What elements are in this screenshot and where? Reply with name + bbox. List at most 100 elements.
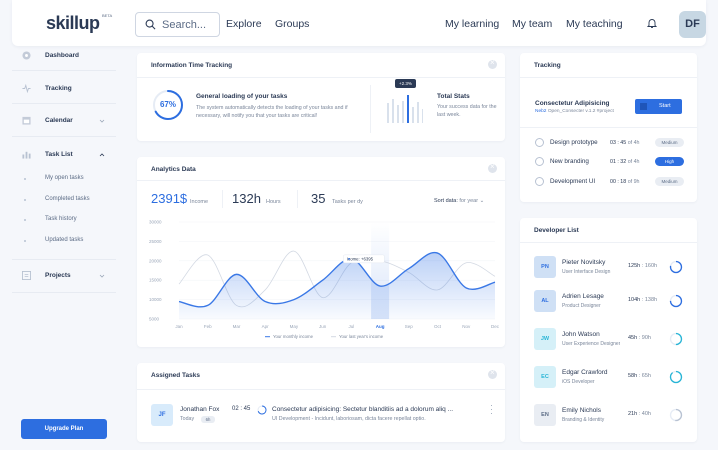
tracking-card: Tracking Consectetur Adipisicing Neb2 Op…	[520, 53, 697, 202]
sort-dropdown[interactable]: Sort data: for year ⌄	[434, 198, 484, 204]
tracking-row[interactable]: Design prototype 03 : 45 of 4h Medium	[535, 136, 685, 150]
close-icon[interactable]	[488, 368, 497, 379]
tracking-sub-text: Open_Consecter v.1.2 #project	[547, 109, 614, 114]
divider	[12, 103, 116, 104]
nav-groups[interactable]: Groups	[275, 18, 310, 30]
sidebar-item-dashboard[interactable]: Dashboard	[12, 46, 116, 68]
sidebar-subitem-open-tasks[interactable]: My open tasks	[12, 172, 116, 186]
developer-name: Adrien Lesage	[562, 293, 604, 300]
start-button[interactable]: Start	[635, 99, 682, 114]
developer-row[interactable]: EN Emily Nichols Branding & Identity 21h : …	[534, 404, 684, 428]
close-icon[interactable]	[488, 58, 497, 69]
bullet-dot	[24, 199, 26, 201]
divider	[520, 242, 697, 243]
x-tick-label: Mar	[233, 324, 241, 329]
task-title[interactable]: Consectetur adipisicing: Sectetur blandi…	[272, 406, 454, 413]
loading-description: The system automatically detects the loa…	[196, 105, 348, 119]
sidebar: Dashboard Tracking Calendar Task List My…	[12, 46, 116, 450]
series-area-income	[179, 252, 495, 319]
priority-badge: Medium	[655, 177, 684, 186]
task-time: 02 : 45	[232, 406, 251, 412]
tracking-tag: Neb2	[535, 109, 547, 114]
total-stats-title: Total Stats	[437, 93, 470, 100]
hours-total: : 65h	[638, 373, 651, 379]
legend-label: Your monthly income	[273, 334, 314, 339]
developer-hours: 58h : 65h	[628, 373, 651, 379]
tracking-row[interactable]: New branding 01 : 32 of 4h High	[535, 155, 685, 169]
search-box[interactable]	[135, 12, 220, 37]
search-input[interactable]	[162, 17, 218, 33]
upgrade-plan-button[interactable]: Upgrade Plan	[21, 419, 107, 439]
developer-avatar: JW	[534, 328, 556, 350]
x-tick-label: Dec	[491, 324, 500, 329]
check-icon[interactable]	[535, 138, 544, 147]
card-title: Developer List	[534, 227, 579, 234]
priority-badge: High	[655, 157, 684, 166]
sidebar-subitem-label: Completed tasks	[45, 196, 90, 202]
bullet-dot	[24, 219, 26, 221]
developer-row[interactable]: JW John Watson User Experience Designer 45h…	[534, 328, 684, 352]
developer-role: User Experience Designer	[562, 341, 620, 347]
assigned-tasks-card: Assigned Tasks JF Jonathan Fox 02 : 45 T…	[137, 363, 505, 442]
loading-progress-ring: 67%	[152, 89, 184, 121]
tracking-row[interactable]: Development UI 00 : 18 of 9h Medium	[535, 175, 685, 189]
y-tick-label: 30000	[149, 220, 162, 225]
close-icon[interactable]	[488, 162, 497, 173]
chevron-up-icon	[99, 153, 105, 157]
tracking-row-time: 00 : 18 of 9h	[610, 179, 639, 185]
nav-my-teaching[interactable]: My teaching	[566, 18, 623, 30]
nav-my-team[interactable]: My team	[512, 18, 553, 30]
tracking-row-name: New branding	[550, 158, 589, 165]
nav-explore[interactable]: Explore	[226, 18, 262, 30]
x-tick-label: Jul	[348, 324, 354, 329]
developer-avatar: EC	[534, 366, 556, 388]
user-avatar[interactable]: DF	[679, 11, 706, 38]
sort-label: Sort data:	[434, 198, 458, 204]
logo[interactable]: skillup BETA	[46, 13, 112, 34]
bell-icon[interactable]	[646, 17, 658, 29]
chevron-down-icon	[99, 274, 105, 278]
card-title: Assigned Tasks	[151, 372, 201, 379]
x-tick-label: May	[290, 324, 299, 329]
sidebar-item-tracking[interactable]: Tracking	[12, 79, 116, 101]
sidebar-item-projects[interactable]: Projects	[12, 266, 116, 288]
hours-value: 125h	[628, 263, 641, 269]
chevron-down-icon	[99, 119, 105, 123]
sidebar-subitem-task-history[interactable]: Task history	[12, 213, 116, 227]
developer-row[interactable]: PN Pieter Novitsky User Interface Design 12…	[534, 256, 684, 280]
developer-list-card: Developer List PN Pieter Novitsky User Int…	[520, 218, 697, 442]
divider	[520, 77, 697, 78]
developer-row[interactable]: AL Adrien Lesage Product Designer 104h : 13…	[534, 290, 684, 314]
more-vertical-icon[interactable]: · · ·	[490, 400, 493, 418]
sidebar-item-task-list[interactable]: Task List	[12, 145, 116, 167]
time-value: 00 : 18	[610, 179, 627, 185]
progress-ring-icon	[669, 332, 683, 346]
tooltip-box	[343, 254, 385, 264]
priority-badge: Medium	[655, 138, 684, 147]
calendar-icon	[22, 116, 31, 125]
check-icon[interactable]	[535, 177, 544, 186]
tracking-icon	[22, 84, 31, 93]
divider	[520, 127, 697, 128]
hours-value: 132h	[232, 191, 261, 206]
loading-percent: 67%	[159, 100, 176, 109]
income-value: 2391$	[151, 191, 188, 206]
card-title: Tracking	[534, 62, 561, 69]
hours-label: Hours	[266, 199, 281, 205]
developer-avatar: EN	[534, 404, 556, 426]
divider	[137, 389, 505, 390]
sidebar-subitem-label: Updated tasks	[45, 237, 84, 243]
assignee-avatar: JF	[151, 404, 173, 426]
play-icon	[640, 103, 647, 110]
nav-my-learning[interactable]: My learning	[445, 18, 500, 30]
sidebar-subitem-completed-tasks[interactable]: Completed tasks	[12, 193, 116, 207]
beta-badge: BETA	[102, 13, 113, 18]
income-label: Income	[190, 199, 209, 205]
y-tick-label: 10000	[149, 297, 162, 302]
developer-row[interactable]: EC Edgar Crawford iOS Developer 58h : 65h	[534, 366, 684, 390]
sidebar-item-calendar[interactable]: Calendar	[12, 111, 116, 133]
tracking-row-time: 03 : 45 of 4h	[610, 140, 639, 146]
sidebar-subitem-updated-tasks[interactable]: Updated tasks	[12, 234, 116, 248]
tasks-label: Tasks per dy	[332, 199, 363, 205]
check-icon[interactable]	[535, 157, 544, 166]
